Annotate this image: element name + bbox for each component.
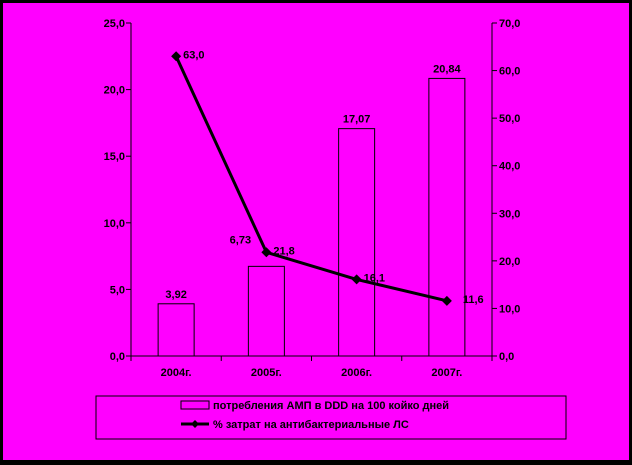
bar <box>338 128 376 357</box>
legend-line-marker <box>191 420 199 428</box>
x-tick-label: 2007г. <box>431 367 462 379</box>
legend-box <box>95 395 567 440</box>
chart-area: 0,0 5,0 10,0 15,0 20,0 25,0 0,0 10,0 20,0 30,0 40,… <box>3 3 629 460</box>
line-data-label: 63,0 <box>183 49 204 61</box>
bar <box>157 303 195 357</box>
left-tick-label: 25,0 <box>104 18 125 30</box>
bar-series: 3,92 6,73 17,07 20,84 <box>157 63 466 357</box>
left-tick-label: 0,0 <box>110 351 125 363</box>
line-series: 63,0 21,8 16,1 11,6 <box>171 49 484 306</box>
bar-data-label: 17,07 <box>343 114 371 126</box>
combo-chart: 0,0 5,0 10,0 15,0 20,0 25,0 0,0 10,0 20,0 30,0 40,… <box>95 18 567 440</box>
x-tick-label: 2006г. <box>341 367 372 379</box>
line-data-label: 11,6 <box>463 294 484 306</box>
axes: 0,0 5,0 10,0 15,0 20,0 25,0 0,0 10,0 20,0 30,0 40,… <box>104 18 521 379</box>
legend-line-label: % затрат на антибактериальные ЛС <box>213 419 409 431</box>
line-path <box>174 55 448 303</box>
x-tick-label: 2004г. <box>161 367 192 379</box>
line-data-label: 16,1 <box>364 272 385 284</box>
right-tick-label: 0,0 <box>499 351 514 363</box>
bar-data-label: 6,73 <box>230 234 251 246</box>
line-point <box>351 274 362 285</box>
right-tick-label: 40,0 <box>499 161 520 173</box>
left-tick-label: 10,0 <box>104 218 125 230</box>
line-point <box>171 51 182 62</box>
bar-data-label: 20,84 <box>433 63 461 75</box>
right-tick-label: 50,0 <box>499 113 520 125</box>
right-tick-label: 70,0 <box>499 18 520 30</box>
bar <box>247 265 285 357</box>
x-tick-label: 2005г. <box>251 367 282 379</box>
line-data-label: 21,8 <box>273 245 294 257</box>
line-point <box>441 295 452 306</box>
left-tick-label: 20,0 <box>104 85 125 97</box>
legend-bar-label: потребления АМП в DDD на 100 койко дней <box>213 400 449 412</box>
bar <box>428 77 466 357</box>
left-tick-label: 15,0 <box>104 151 125 163</box>
left-tick-label: 5,0 <box>110 284 125 296</box>
right-tick-label: 20,0 <box>499 256 520 268</box>
line-point <box>261 247 272 258</box>
right-tick-label: 30,0 <box>499 208 520 220</box>
legend-bar-swatch <box>180 400 210 410</box>
right-tick-label: 10,0 <box>499 303 520 315</box>
right-tick-label: 60,0 <box>499 66 520 78</box>
bar-data-label: 3,92 <box>165 289 186 301</box>
legend: потребления АМП в DDD на 100 койко дней%… <box>95 395 567 440</box>
